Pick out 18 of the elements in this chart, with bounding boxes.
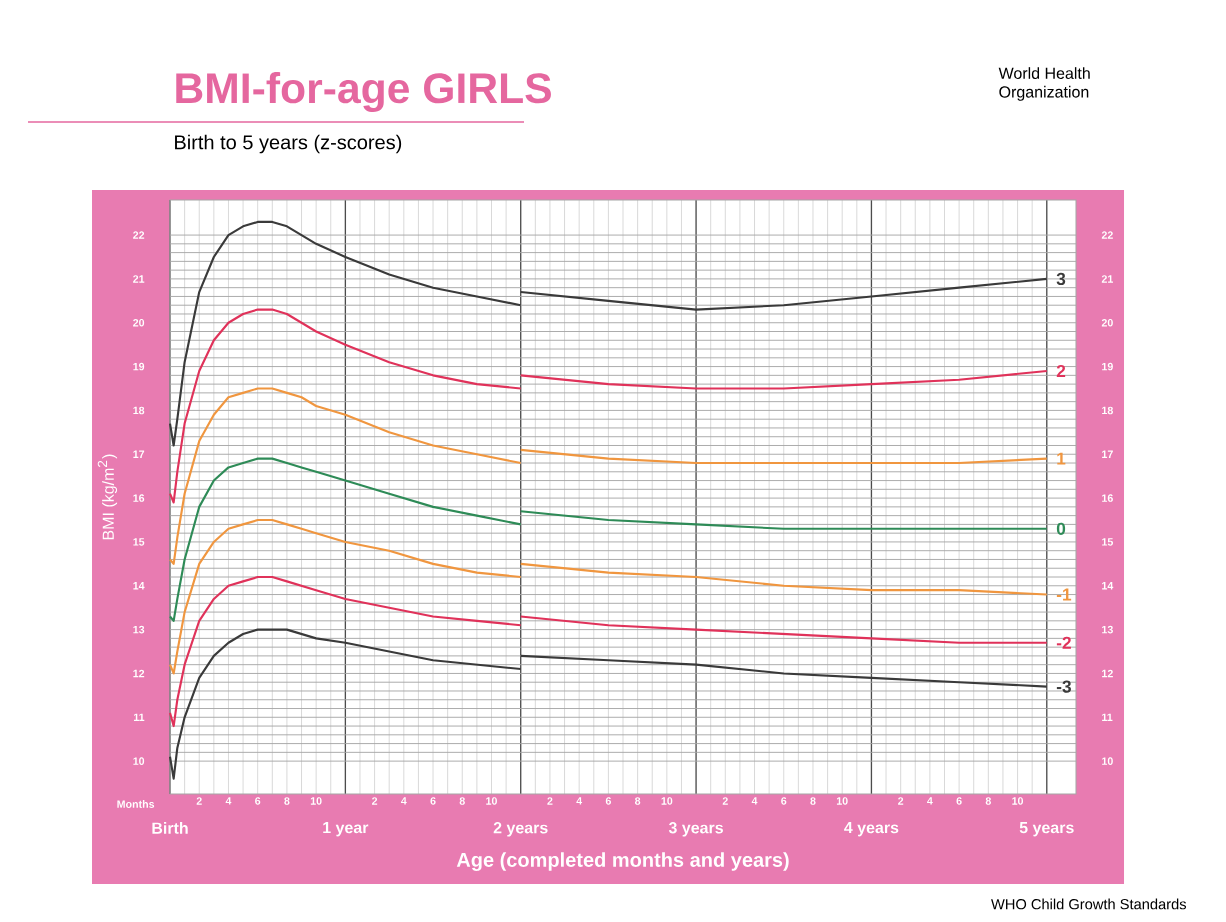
text: World Health Organization (998, 67, 1090, 101)
series-label: -1 (1056, 588, 1072, 601)
series-label: -3 (1056, 680, 1071, 693)
series-label: 1 (1057, 452, 1066, 465)
series-label: -2 (1056, 636, 1071, 649)
series-label: 0 (1056, 522, 1066, 535)
series-label: 3 (1056, 272, 1066, 286)
x-tick-label: 2 years (493, 822, 548, 837)
x-tick-label: 3 years (668, 822, 723, 837)
y-axis-title: BMI (kg/m$^{2}$) (97, 454, 118, 540)
x-tick-label: 1 year (323, 822, 369, 837)
chart-subtitle: Birth to 5 years (z-scores) (175, 134, 402, 154)
x-tick-label: 5 years (1019, 822, 1074, 837)
x-tick-label: Birth (152, 822, 188, 834)
x-axis-title: Age (completed months and years) (456, 852, 789, 871)
series-label: 2 (1056, 364, 1066, 378)
x-tick-label: 4 years (844, 822, 899, 837)
chart-title: BMI-for-age GIRLS (176, 72, 551, 112)
